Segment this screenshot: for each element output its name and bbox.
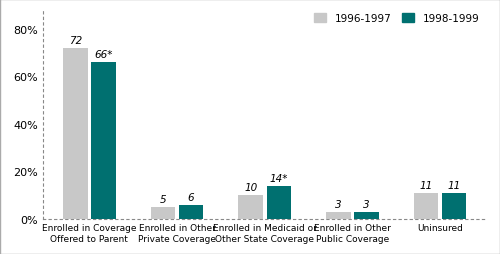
Bar [354,212,379,219]
Bar [151,207,176,219]
Text: 72: 72 [69,36,82,46]
Bar [414,193,438,219]
Bar [442,193,466,219]
Bar [63,49,88,219]
Bar [266,186,291,219]
Text: 3: 3 [335,199,342,209]
Text: 10: 10 [244,183,258,193]
Text: 5: 5 [160,194,166,204]
Text: 11: 11 [420,180,433,190]
Bar [91,63,116,219]
Text: 14*: 14* [270,173,288,183]
Text: 11: 11 [448,180,461,190]
Legend: 1996-1997, 1998-1999: 1996-1997, 1998-1999 [312,12,482,26]
Text: 3: 3 [363,199,370,209]
Text: 66*: 66* [94,50,112,60]
Text: 6: 6 [188,192,194,202]
Bar [238,195,263,219]
Bar [179,205,204,219]
Bar [326,212,350,219]
